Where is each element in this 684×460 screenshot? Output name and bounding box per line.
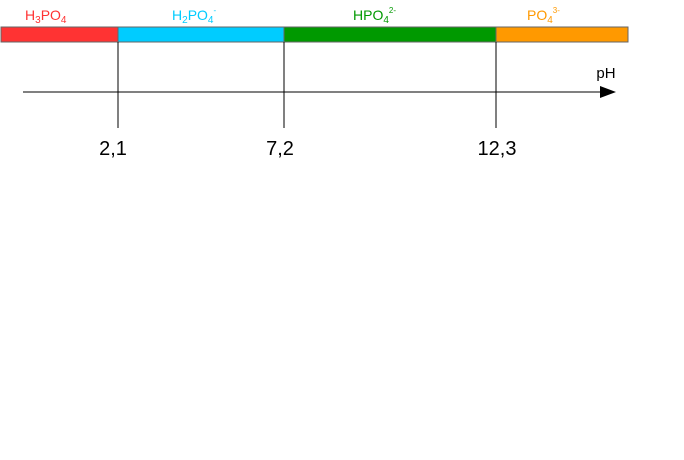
label-part: 3- bbox=[553, 6, 560, 15]
label-part: 3 bbox=[35, 15, 41, 26]
label-part: 2- bbox=[389, 6, 396, 15]
label-part: PO bbox=[41, 7, 61, 23]
label-part: PO bbox=[188, 7, 208, 23]
label-part: HPO bbox=[353, 7, 383, 23]
label-part: - bbox=[213, 6, 216, 15]
pka-label: 12,3 bbox=[478, 138, 517, 160]
label-part: 4 bbox=[208, 15, 214, 26]
pka-label: 2,1 bbox=[99, 138, 127, 160]
segment-h2po4 bbox=[117, 26, 285, 43]
label-part: H bbox=[172, 7, 182, 23]
species-label: HPO42- bbox=[353, 6, 396, 26]
label-part: H bbox=[25, 7, 35, 23]
segment-h3po4 bbox=[0, 26, 119, 43]
species-label: H3PO4 bbox=[25, 7, 67, 26]
label-part: 4 bbox=[383, 15, 389, 26]
label-part: 4 bbox=[61, 15, 67, 26]
label-part: PO bbox=[527, 7, 547, 23]
axis-arrow bbox=[600, 86, 616, 98]
pka-label: 7,2 bbox=[266, 138, 294, 160]
axis-label: pH bbox=[596, 65, 615, 82]
species-label: H2PO4- bbox=[172, 6, 216, 26]
segment-po4 bbox=[495, 26, 629, 43]
species-label: PO43- bbox=[527, 6, 560, 26]
label-part: 4 bbox=[547, 15, 553, 26]
label-part: 2 bbox=[182, 15, 188, 26]
segment-hpo4 bbox=[283, 26, 497, 43]
